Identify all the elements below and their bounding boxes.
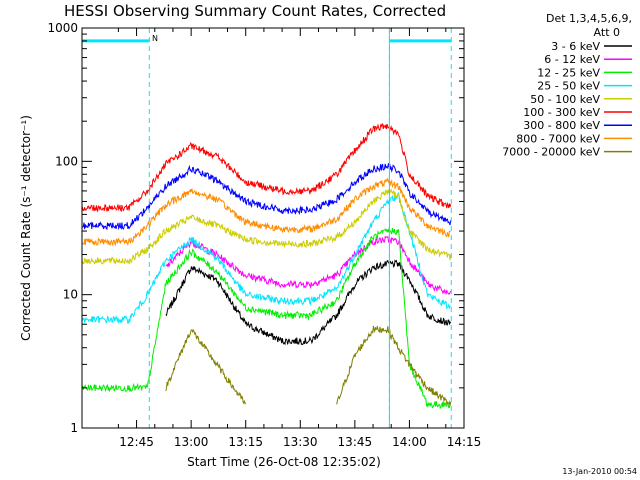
x-tick-label: 14:00 xyxy=(392,435,427,449)
x-tick-label: 13:30 xyxy=(283,435,318,449)
legend-label: 25 - 50 keV xyxy=(537,80,600,93)
legend-label: 6 - 12 keV xyxy=(544,53,600,66)
tick-layer: 12:45 13:00 13:15 13:30 13:45 14:00 14:15 1 10 10… xyxy=(47,21,481,449)
legend-label: 300 - 800 keV xyxy=(523,119,600,132)
series-line xyxy=(165,259,452,346)
night-label: N xyxy=(152,34,158,43)
y-tick-label: 1000 xyxy=(47,21,78,35)
series-layer xyxy=(81,123,452,410)
series-line xyxy=(81,177,451,247)
legend-label: 800 - 7000 keV xyxy=(516,132,600,145)
timestamp: 13-Jan-2010 00:54 xyxy=(562,467,637,476)
legend-label: 3 - 6 keV xyxy=(551,40,600,53)
x-tick-label: 12:45 xyxy=(119,435,154,449)
plot-frame xyxy=(81,27,465,429)
x-tick-label: 13:15 xyxy=(228,435,263,449)
x-tick-label: 13:45 xyxy=(338,435,373,449)
x-tick-label: 13:00 xyxy=(174,435,209,449)
series-line xyxy=(165,325,452,407)
series-line xyxy=(81,226,452,410)
legend-label: 100 - 300 keV xyxy=(523,106,600,119)
series-line xyxy=(165,235,452,295)
legend-header-line2: Att 0 xyxy=(594,26,620,39)
legend-header-line1: Det 1,3,4,5,6,9, xyxy=(546,12,632,25)
y-tick-label: 10 xyxy=(63,288,78,302)
legend-label: 7000 - 20000 keV xyxy=(502,146,600,159)
x-tick-label: 14:15 xyxy=(447,435,482,449)
legend-label: 50 - 100 keV xyxy=(530,93,600,106)
y-tick-label: 100 xyxy=(55,154,78,168)
marker-layer xyxy=(82,28,452,428)
y-axis-label: Corrected Count Rate (s⁻¹ detector⁻¹) xyxy=(19,115,33,341)
legend-label: 12 - 25 keV xyxy=(537,66,600,79)
series-line xyxy=(81,191,451,325)
x-axis-label: Start Time (26-Oct-08 12:35:02) xyxy=(187,455,381,469)
y-tick-label: 1 xyxy=(70,421,78,435)
chart-title: HESSI Observing Summary Count Rates, Cor… xyxy=(64,2,446,20)
